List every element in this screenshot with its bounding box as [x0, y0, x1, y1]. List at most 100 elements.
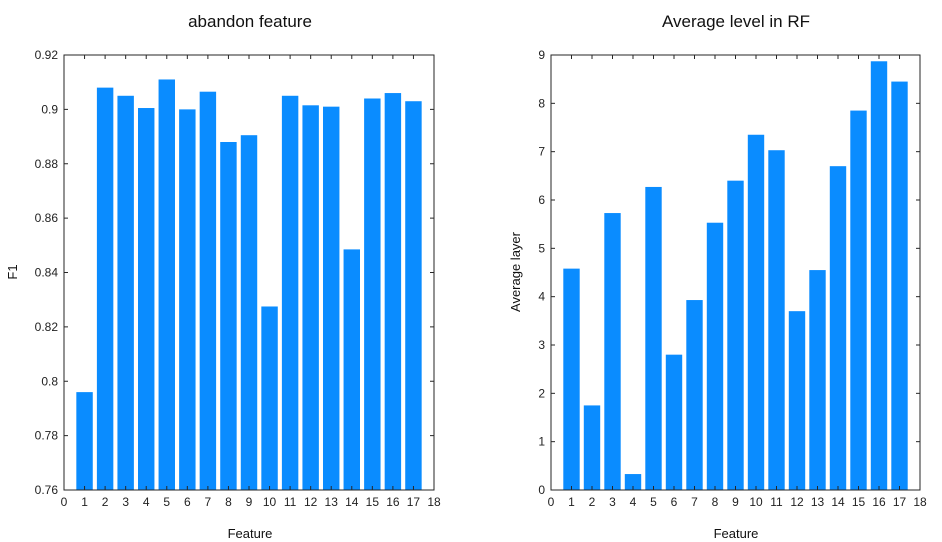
x-tick-label: 1: [81, 495, 88, 509]
y-tick-label: 2: [538, 386, 545, 400]
x-tick-label: 14: [345, 495, 359, 509]
bar-feature-10: [261, 306, 278, 490]
bar-feature-11: [768, 150, 785, 490]
bar-feature-3: [117, 95, 134, 490]
bar-feature-7: [199, 91, 217, 490]
x-tick-label: 8: [225, 495, 232, 509]
x-tick-label: 7: [691, 495, 698, 509]
x-axis-ticks: 0 1 2 3 4 5 6 7 8 9 10 11 12 13 14 15 16 17 18: [61, 55, 441, 509]
x-tick-label: 13: [811, 495, 825, 509]
bar-series: [563, 61, 908, 491]
y-axis-ticks: 0 1 2 3 4 5 6 7 8 9: [538, 48, 920, 497]
chart-abandon-feature: abandon feature Feature F1 0 1 2 3 4 5 6 7 8 9 10 1…: [5, 12, 441, 541]
bar-feature-2: [96, 87, 114, 490]
y-tick-label: 1: [538, 435, 545, 449]
bar-feature-5: [158, 79, 175, 490]
x-tick-label: 4: [630, 495, 637, 509]
x-axis-label: Feature: [714, 526, 759, 541]
bar-feature-17: [891, 81, 908, 490]
y-tick-label: 0.82: [35, 320, 59, 334]
y-axis-label: F1: [5, 264, 20, 279]
y-tick-label: 0.76: [35, 483, 59, 497]
x-tick-label: 11: [284, 495, 297, 509]
bar-feature-9: [727, 180, 744, 491]
y-tick-label: 7: [538, 145, 545, 159]
y-tick-label: 0.88: [35, 157, 59, 171]
bar-feature-1: [563, 268, 580, 490]
chart-average-level-in-rf: Average level in RF Feature Average laye…: [508, 12, 927, 541]
x-tick-label: 2: [589, 495, 596, 509]
x-tick-label: 13: [325, 495, 339, 509]
x-tick-label: 8: [712, 495, 719, 509]
x-tick-label: 7: [205, 495, 212, 509]
y-axis-label: Average layer: [508, 231, 523, 312]
x-tick-label: 3: [609, 495, 616, 509]
bar-feature-12: [302, 105, 319, 491]
x-tick-label: 5: [163, 495, 170, 509]
x-tick-label: 9: [246, 495, 253, 509]
x-tick-label: 0: [548, 495, 555, 509]
x-tick-label: 12: [790, 495, 804, 509]
bar-feature-1: [76, 392, 93, 490]
bar-feature-5: [645, 186, 662, 490]
y-tick-label: 4: [538, 290, 545, 304]
x-tick-label: 16: [386, 495, 400, 509]
y-tick-label: 9: [538, 48, 545, 62]
bar-feature-6: [665, 354, 683, 490]
x-tick-label: 18: [913, 495, 927, 509]
bar-feature-17: [405, 101, 422, 490]
bar-feature-16: [870, 61, 888, 490]
bar-feature-2: [583, 405, 601, 490]
y-tick-label: 6: [538, 193, 545, 207]
bar-feature-10: [747, 134, 765, 490]
x-tick-label: 16: [872, 495, 886, 509]
bar-feature-8: [706, 222, 724, 490]
bar-feature-9: [240, 135, 258, 490]
x-tick-label: 10: [749, 495, 763, 509]
y-tick-label: 5: [538, 241, 545, 255]
y-tick-label: 0.84: [35, 266, 59, 280]
chart-title: abandon feature: [188, 12, 312, 31]
x-tick-label: 15: [852, 495, 866, 509]
y-tick-label: 8: [538, 96, 545, 110]
x-tick-label: 2: [102, 495, 109, 509]
x-tick-label: 1: [568, 495, 575, 509]
x-tick-label: 5: [650, 495, 657, 509]
bar-feature-4: [624, 474, 642, 490]
x-tick-label: 17: [893, 495, 907, 509]
bar-feature-15: [364, 98, 381, 490]
bar-feature-14: [829, 166, 847, 491]
x-tick-label: 11: [770, 495, 783, 509]
x-tick-label: 4: [143, 495, 150, 509]
y-tick-label: 0.92: [35, 48, 59, 62]
x-tick-label: 0: [61, 495, 68, 509]
bar-feature-13: [809, 270, 826, 490]
y-tick-label: 0.86: [35, 211, 59, 225]
x-axis-label: Feature: [228, 526, 273, 541]
bar-feature-6: [179, 109, 196, 490]
x-tick-label: 3: [122, 495, 129, 509]
x-tick-label: 6: [671, 495, 678, 509]
x-tick-label: 10: [263, 495, 277, 509]
bar-feature-4: [138, 108, 155, 491]
bar-feature-13: [323, 106, 340, 490]
bar-series: [76, 79, 422, 491]
y-tick-label: 0.9: [41, 102, 58, 116]
y-tick-label: 3: [538, 338, 545, 352]
x-tick-label: 9: [732, 495, 739, 509]
y-tick-label: 0.78: [35, 429, 59, 443]
y-tick-label: 0: [538, 483, 545, 497]
y-tick-label: 0.8: [41, 374, 58, 388]
bar-feature-7: [686, 300, 703, 490]
x-tick-label: 6: [184, 495, 191, 509]
x-tick-label: 12: [304, 495, 318, 509]
bar-feature-12: [788, 311, 806, 490]
bar-feature-14: [343, 249, 360, 490]
x-tick-label: 17: [407, 495, 421, 509]
bar-feature-11: [281, 95, 299, 490]
bar-feature-8: [220, 142, 237, 490]
x-tick-label: 14: [831, 495, 845, 509]
x-axis-ticks: 0 1 2 3 4 5 6 7 8 9 10 11 12 13 14 15 16 17 18: [548, 55, 927, 509]
bar-feature-3: [604, 213, 621, 491]
